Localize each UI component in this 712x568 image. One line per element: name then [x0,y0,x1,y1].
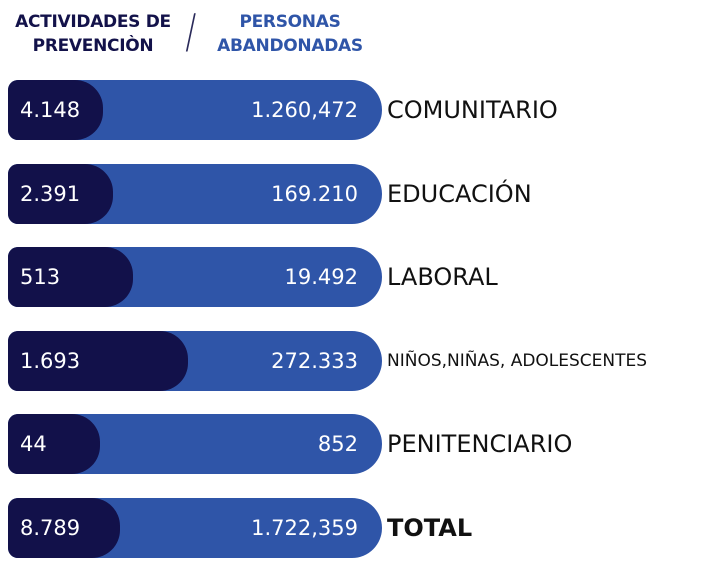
activities-value: 1.693 [20,348,81,373]
bar-segment [8,330,188,391]
row-label: LABORAL [387,263,498,291]
people-value: 272.333 [271,348,358,373]
people-value: 852 [317,432,358,456]
bar-segment [8,414,100,474]
people-value: 19.492 [284,265,358,289]
bar-segment [8,163,113,224]
activities-value: 513 [20,265,61,289]
row: 2.391 169.210 [8,163,382,224]
header-separator: / [185,4,197,58]
bar-segment [8,497,120,558]
header-line: PERSONAS [239,12,341,32]
row: 44 852 [8,414,382,474]
header-line: ABANDONADAS [217,36,363,56]
row-label: NIÑOS,NIÑAS, ADOLESCENTES [387,350,648,371]
row: 1.693 272.333 [8,330,382,391]
header-right: PERSONAS ABANDONADAS [205,10,375,58]
row: 8.789 1.722,359 [8,497,382,558]
row-label: COMUNITARIO [387,96,558,124]
people-value: 169.210 [271,181,358,206]
activities-value: 8.789 [20,515,81,540]
header-line: ACTIVIDADES DE [15,12,171,32]
row-label: TOTAL [387,513,473,542]
row: 4.148 1.260,472 [8,80,382,140]
row-label: PENITENCIARIO [387,430,573,458]
row-label: EDUCACIÓN [387,179,532,208]
bar-segment [8,80,103,140]
header-line: PREVENCIÒN [32,36,154,56]
people-value: 1.260,472 [251,98,358,122]
header-left: ACTIVIDADES DE PREVENCIÒN [8,10,178,58]
activities-value: 4.148 [20,98,81,122]
activities-value: 44 [20,432,47,456]
bar-segment [8,247,133,307]
row: 513 19.492 [8,247,382,307]
activities-value: 2.391 [20,181,81,206]
people-value: 1.722,359 [251,515,358,540]
